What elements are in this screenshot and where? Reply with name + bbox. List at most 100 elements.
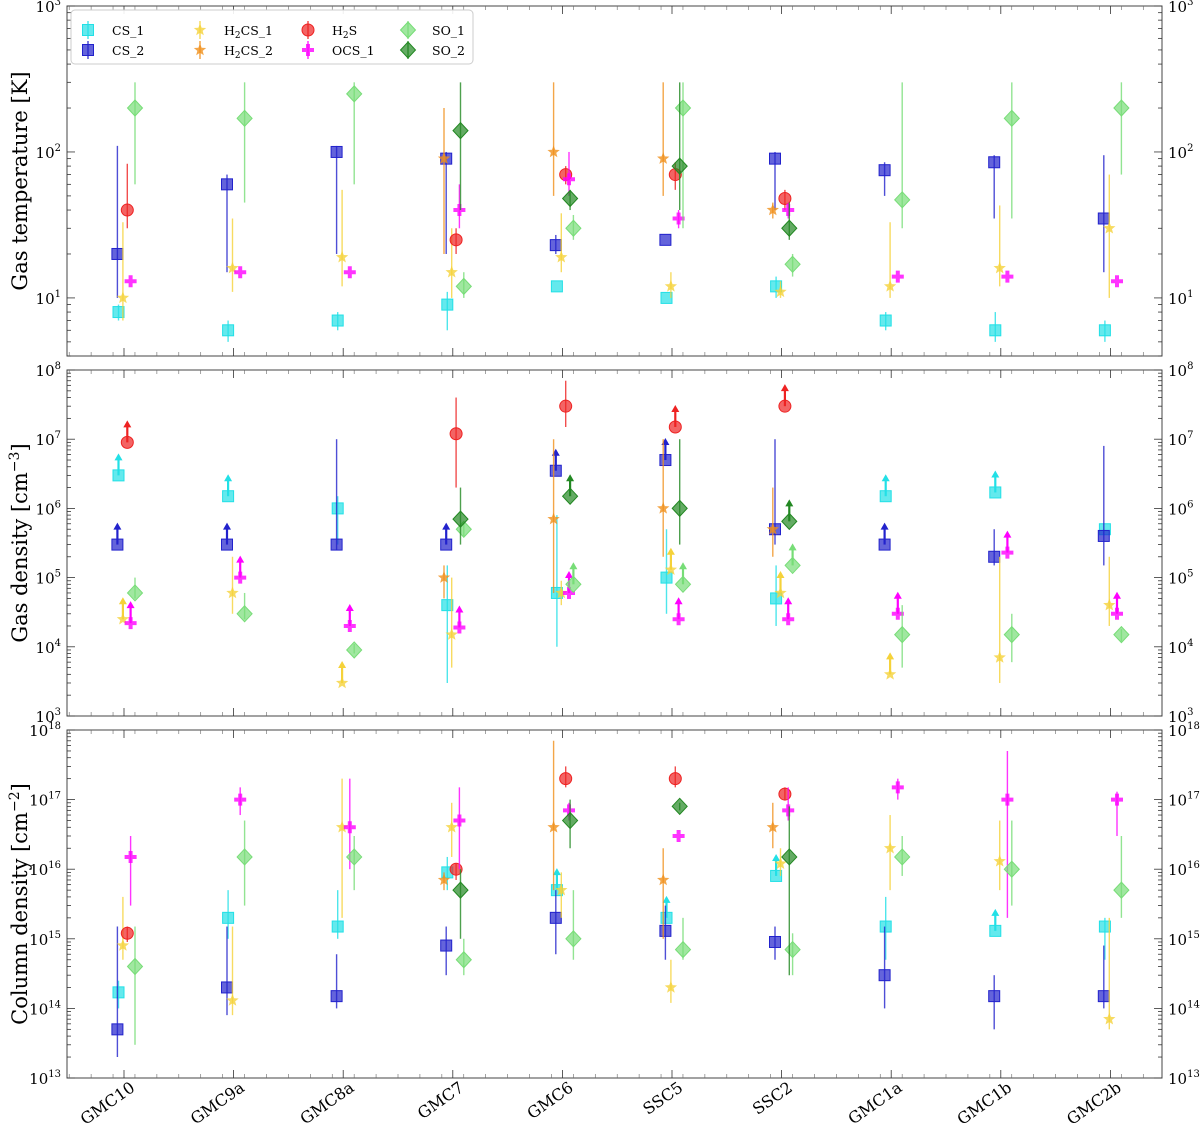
data-point (879, 920, 892, 933)
data-point (988, 550, 1001, 563)
legend-item-SO_2: SO_2 (399, 41, 465, 59)
data-point (549, 464, 562, 477)
series-SO_1 (126, 82, 1130, 298)
data-point (664, 980, 678, 993)
data-point (449, 233, 463, 247)
y-tick-label-right: 1018 (1168, 721, 1200, 740)
data-point (226, 261, 239, 274)
x-tick-label: GMC8a (297, 1077, 358, 1128)
data-point (445, 628, 458, 640)
data-point (555, 883, 568, 896)
legend-item-SO_1: SO_1 (399, 21, 465, 39)
data-point (883, 667, 897, 680)
data-point (993, 651, 1006, 663)
data-point (770, 592, 783, 605)
limit-arrow-head (666, 547, 675, 555)
data-point (565, 575, 582, 594)
limit-arrow-head (780, 384, 789, 392)
data-point (111, 247, 124, 260)
y-tick-label-left: 1014 (29, 999, 61, 1018)
data-point (781, 512, 798, 531)
data-point (453, 814, 466, 827)
data-point (1103, 598, 1116, 611)
data-point (674, 940, 692, 959)
data-point (878, 538, 891, 551)
data-point (668, 420, 682, 434)
data-point (124, 275, 137, 288)
y-tick-label-right: 107 (1168, 430, 1193, 449)
data-point (891, 270, 904, 283)
data-point (437, 571, 451, 583)
data-point (126, 99, 144, 117)
data-point (1001, 793, 1014, 806)
data-point (565, 930, 582, 948)
data-point (894, 625, 911, 644)
data-point (674, 575, 692, 594)
y-tick-label-right: 1013 (1168, 1069, 1200, 1088)
legend-label: CS_1 (112, 23, 144, 38)
limit-arrow-head (671, 405, 680, 413)
data-point (330, 538, 343, 551)
limit-arrow-head (1003, 530, 1012, 538)
data-point (778, 399, 792, 413)
data-point (774, 285, 787, 298)
y-axis-label: Gas temperature [K] (8, 71, 32, 290)
y-tick-label-right: 1015 (1168, 930, 1200, 949)
data-point (120, 435, 134, 449)
limit-arrow-head (114, 453, 123, 461)
data-point (222, 911, 235, 924)
data-point (116, 612, 130, 625)
legend-label: SO_2 (432, 43, 465, 58)
x-tick-label: GMC1b (954, 1078, 1016, 1129)
y-tick-label-left: 108 (36, 361, 61, 380)
y-tick-label-right: 103 (1168, 707, 1193, 726)
limit-arrow-head (113, 522, 122, 530)
legend-item-OCS_1: OCS_1 (302, 41, 375, 59)
data-point (660, 291, 673, 304)
data-point (672, 613, 685, 626)
data-point (452, 121, 469, 140)
series-SO_1 (126, 520, 1130, 668)
data-point (671, 157, 688, 175)
limit-arrow-head (662, 895, 671, 903)
limit-arrow-head (455, 605, 464, 613)
data-point (774, 857, 787, 869)
data-point (1113, 881, 1130, 899)
legend-label: SO_1 (432, 23, 465, 38)
y-tick-label-left: 101 (36, 289, 61, 308)
data-point (671, 797, 688, 816)
limit-arrow-head (785, 499, 794, 507)
data-point (234, 793, 247, 806)
data-point (112, 469, 125, 482)
data-point (993, 261, 1006, 274)
data-point (1113, 99, 1130, 117)
legend-marker (399, 21, 417, 39)
data-point (660, 911, 673, 924)
limit-arrow-head (1113, 591, 1121, 599)
y-tick-label-right: 1017 (1168, 791, 1200, 810)
legend-marker (193, 23, 207, 36)
series-OCS_1 (124, 750, 1123, 918)
data-point (879, 314, 892, 327)
legend-label: H2CS_2 (224, 43, 273, 61)
y-tick-label-right: 104 (1168, 638, 1193, 657)
data-point (1103, 221, 1116, 234)
data-point (440, 538, 453, 551)
data-point (441, 298, 454, 311)
data-point (766, 203, 779, 216)
y-axis-label: Column density [cm−2] (7, 783, 32, 1025)
y-tick-label-right: 106 (1168, 499, 1193, 518)
y-tick-label-left: 103 (36, 707, 61, 726)
data-point (561, 811, 579, 830)
data-point (659, 233, 672, 246)
data-point (672, 829, 685, 842)
data-point (989, 324, 1002, 337)
data-point (894, 848, 911, 866)
data-point (781, 848, 798, 866)
data-point (891, 781, 904, 794)
plot-frame (66, 5, 1163, 357)
data-point (221, 538, 233, 551)
data-point (563, 804, 575, 817)
y-tick-label-left: 106 (36, 499, 61, 518)
data-point (437, 152, 451, 164)
